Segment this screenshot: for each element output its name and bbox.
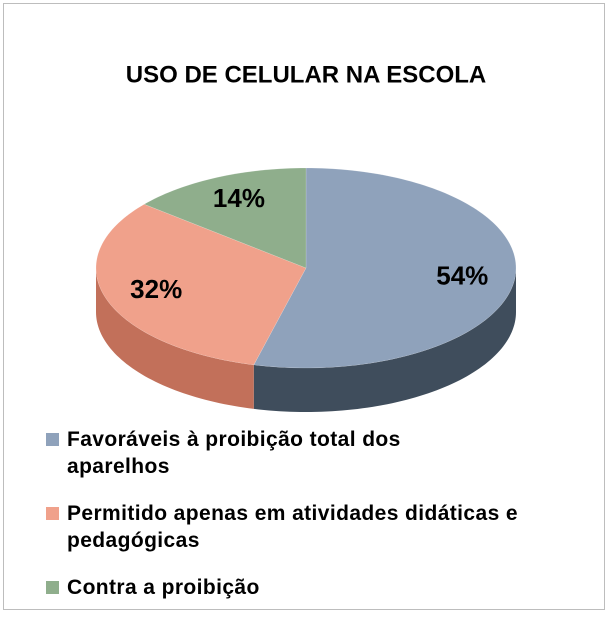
chart-frame <box>3 3 605 610</box>
legend-label: Permitido apenas em atividades didáticas… <box>67 502 518 552</box>
legend-swatch <box>46 581 59 594</box>
legend-item: Contra a proibição <box>46 574 586 601</box>
legend-item: Favoráveis à proibição total dos aparelh… <box>46 426 586 480</box>
data-label: 32% <box>130 274 182 304</box>
chart-title: USO DE CELULAR NA ESCOLA <box>126 61 486 88</box>
legend-swatch <box>46 433 59 446</box>
legend-label: Contra a proibição <box>67 576 260 599</box>
pie-slice-side <box>96 268 254 409</box>
pie-slice-side <box>253 268 516 412</box>
pie-slice <box>95 203 307 366</box>
legend-item: Permitido apenas em atividades didáticas… <box>46 500 586 554</box>
legend-swatch <box>46 507 59 520</box>
legend: Favoráveis à proibição total dos aparelh… <box>46 426 586 621</box>
data-label: 54% <box>436 260 488 290</box>
data-label: 14% <box>213 183 265 213</box>
chart: USO DE CELULAR NA ESCOLA 54% 32% 14% <box>95 61 517 412</box>
pie-slice <box>253 167 517 369</box>
legend-label: Favoráveis à proibição total dos aparelh… <box>67 428 401 478</box>
pie-slice <box>143 167 307 269</box>
